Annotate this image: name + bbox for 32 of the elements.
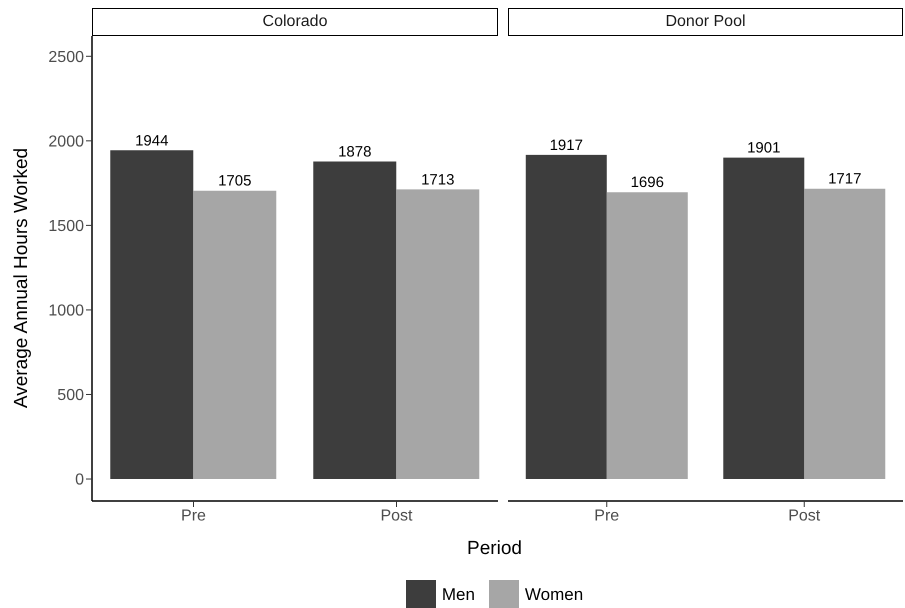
bar: [313, 161, 396, 480]
bar: [110, 150, 194, 480]
data-label: 1878: [338, 143, 372, 160]
data-label: 1717: [828, 170, 862, 188]
legend-label: Women: [524, 585, 584, 605]
x-axis-title: Period: [466, 538, 523, 560]
x-tick-label: Pre: [181, 507, 206, 524]
data-label: 1944: [135, 132, 168, 150]
chart-title: Donor Pool: [508, 8, 903, 36]
y-tick-label: 0: [75, 472, 84, 489]
bar: [396, 189, 480, 480]
y-tick-label: 2000: [48, 134, 84, 151]
y-axis-title: Average Annual Hours Worked: [11, 148, 33, 408]
bar: [526, 154, 607, 480]
data-label: 1917: [550, 136, 583, 154]
data-label: 1713: [421, 171, 454, 188]
data-label: 1696: [630, 174, 664, 192]
data-label: 1705: [218, 172, 252, 190]
x-tick-label: Post: [380, 507, 414, 524]
y-tick-label: 2500: [48, 48, 84, 66]
y-tick-label: 500: [57, 387, 84, 404]
y-tick-label: 1500: [48, 218, 84, 236]
bar: [193, 190, 276, 480]
bar: [606, 192, 688, 480]
data-label: 1901: [747, 140, 780, 157]
bar: [723, 158, 804, 480]
bar: [804, 188, 886, 480]
x-tick-label: Pre: [594, 507, 620, 524]
x-tick-label: Post: [788, 507, 821, 524]
legend-label: Men: [442, 585, 475, 605]
y-tick-label: 1000: [48, 302, 84, 320]
chart-title: Colorado: [92, 8, 498, 36]
